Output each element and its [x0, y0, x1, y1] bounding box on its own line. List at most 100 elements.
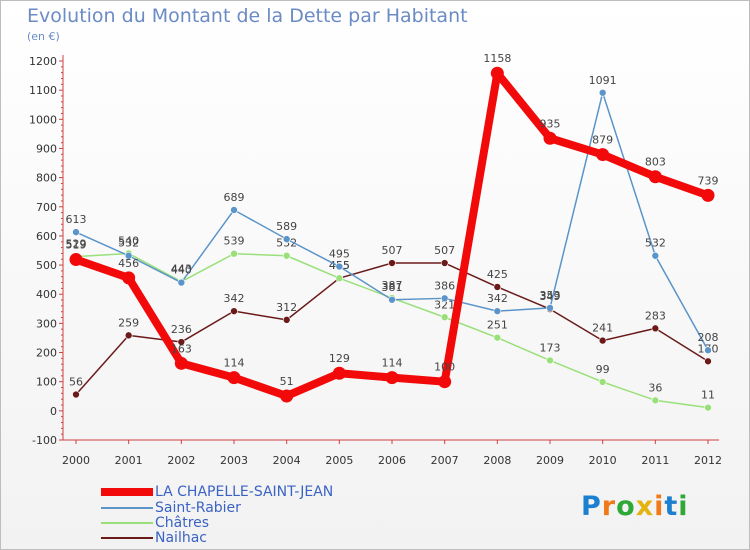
y-tick-label: 700: [36, 201, 57, 214]
data-point: [704, 403, 712, 412]
data-point: [124, 251, 133, 260]
y-tick-label: 800: [36, 172, 57, 185]
data-point: [598, 336, 607, 345]
data-point: [177, 278, 186, 287]
y-tick-label: 200: [36, 347, 57, 360]
data-label: 56: [69, 376, 83, 389]
x-tick-label: 2005: [325, 454, 353, 467]
data-point: [493, 283, 502, 291]
data-point: [701, 188, 715, 202]
legend-swatch: [101, 537, 153, 539]
data-point: [651, 396, 660, 405]
data-label: 532: [645, 237, 666, 250]
y-tick-label: -100: [32, 434, 57, 447]
data-point: [598, 378, 607, 386]
data-label: 208: [698, 331, 719, 344]
x-tick-label: 2010: [589, 454, 617, 467]
data-label: 1158: [483, 52, 511, 65]
data-point: [230, 307, 238, 315]
data-point: [335, 262, 344, 271]
data-label: 739: [698, 174, 719, 187]
data-label: 440: [171, 264, 192, 277]
y-tick-label: 100: [36, 376, 57, 389]
data-label: 689: [224, 191, 245, 204]
x-tick-label: 2000: [62, 454, 90, 467]
x-tick-label: 2008: [483, 454, 511, 467]
data-point: [385, 371, 399, 385]
data-point: [282, 316, 291, 324]
data-point: [122, 271, 136, 285]
data-label: 456: [118, 257, 139, 270]
data-point: [704, 346, 712, 355]
data-point: [72, 228, 80, 236]
data-point: [490, 66, 504, 80]
legend-swatch: [101, 507, 153, 509]
data-point: [648, 170, 662, 184]
data-point: [651, 324, 660, 333]
x-tick-label: 2012: [694, 454, 722, 467]
data-point: [493, 307, 502, 315]
data-label: 99: [596, 363, 610, 376]
data-point: [493, 333, 502, 342]
legend-label: LA CHAPELLE-SAINT-JEAN: [155, 484, 334, 500]
data-label: 495: [329, 248, 350, 261]
data-label: 173: [540, 341, 561, 354]
x-tick-label: 2009: [536, 454, 564, 467]
data-label: 425: [487, 268, 508, 281]
data-point: [177, 338, 186, 346]
series-line: [75, 92, 709, 351]
data-label: 803: [645, 156, 666, 169]
data-label: 241: [592, 322, 613, 335]
x-tick-label: 2004: [273, 454, 301, 467]
data-point: [332, 366, 346, 380]
data-label: 51: [280, 375, 294, 388]
data-point: [282, 251, 291, 260]
data-label: 519: [66, 239, 87, 252]
data-label: 1091: [589, 74, 617, 87]
data-point: [596, 148, 610, 162]
data-label: 342: [224, 292, 245, 305]
data-label: 381: [382, 281, 403, 294]
y-tick-label: 1200: [29, 55, 57, 68]
x-tick-label: 2011: [641, 454, 669, 467]
legend-swatch: [101, 488, 153, 496]
data-label: 387: [382, 279, 403, 292]
data-point: [227, 371, 241, 385]
data-label: 259: [118, 316, 139, 329]
data-label: 114: [382, 357, 403, 370]
x-tick-label: 2003: [220, 454, 248, 467]
data-label: 100: [434, 361, 455, 374]
data-point: [704, 357, 712, 366]
y-tick-label: 300: [36, 317, 57, 330]
y-tick-label: 600: [36, 230, 57, 243]
data-label: 507: [434, 244, 455, 257]
data-point: [335, 274, 344, 282]
data-label: 11: [701, 389, 715, 402]
data-point: [388, 259, 396, 267]
legend-label: Saint-Rabier: [155, 500, 241, 516]
data-label: 507: [382, 244, 403, 257]
data-point: [440, 294, 449, 303]
data-point: [280, 389, 294, 403]
data-point: [282, 235, 291, 243]
data-point: [388, 295, 396, 304]
data-label: 529: [66, 238, 87, 251]
data-label: 342: [487, 292, 508, 305]
data-point: [546, 304, 554, 312]
proxiti-logo: Proxiti: [581, 491, 689, 522]
data-label: 879: [592, 134, 613, 147]
data-point: [543, 131, 557, 145]
data-label: 349: [540, 290, 561, 303]
data-label: 539: [224, 235, 245, 248]
chart-unit-label: (en €): [27, 30, 60, 43]
chart-title: Evolution du Montant de la Dette par Hab…: [27, 5, 468, 27]
data-label: 312: [276, 301, 297, 314]
x-tick-label: 2001: [115, 454, 143, 467]
y-tick-label: 1000: [29, 113, 57, 126]
y-tick-label: 900: [36, 142, 57, 155]
data-point: [546, 356, 554, 365]
data-point: [69, 253, 83, 267]
data-point: [174, 356, 188, 370]
